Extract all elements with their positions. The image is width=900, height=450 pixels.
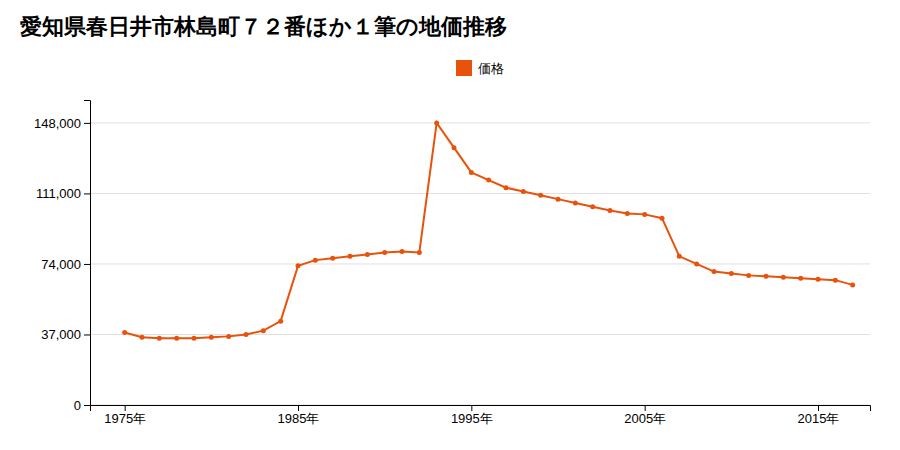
y-tick: 74,000	[41, 257, 90, 272]
grid-line	[90, 193, 870, 194]
point	[122, 330, 127, 335]
point	[590, 204, 595, 209]
x-tick-mark	[645, 405, 646, 411]
y-tick-label: 37,000	[41, 327, 81, 342]
point	[764, 274, 769, 279]
point	[746, 273, 751, 278]
point	[400, 249, 405, 254]
point	[313, 258, 318, 263]
x-tick: 1975年	[104, 405, 146, 426]
y-tick-mark	[84, 193, 90, 194]
x-tick: 2005年	[624, 405, 666, 426]
y-tick-label: 148,000	[34, 116, 81, 131]
point	[712, 269, 717, 274]
y-tick-mark	[84, 405, 90, 406]
y-tick-label: 111,000	[36, 186, 81, 201]
legend: 価格	[456, 60, 504, 76]
marks	[122, 120, 855, 340]
x-tick: 1995年	[451, 405, 493, 426]
legend-item: 価格	[456, 60, 504, 76]
point	[816, 277, 821, 282]
legend-swatch	[456, 60, 472, 76]
point	[781, 275, 786, 280]
x-tick-mark	[298, 405, 299, 411]
line	[125, 123, 853, 338]
y-axis: 0 37,000 74,000 111,000 148,000	[34, 101, 91, 413]
y-tick-label: 74,000	[41, 257, 81, 272]
point	[174, 336, 179, 341]
point	[798, 276, 803, 281]
x-tick: 1985年	[278, 405, 320, 426]
point	[382, 250, 387, 255]
x-tick: 2015年	[798, 405, 840, 426]
y-tick: 37,000	[41, 327, 90, 342]
point	[573, 200, 578, 205]
grid-line	[90, 263, 870, 264]
x-tick-label: 1995年	[451, 411, 493, 426]
point	[278, 319, 283, 324]
point	[677, 254, 682, 259]
y-tick-mark	[84, 334, 90, 335]
y-tick-mark	[84, 264, 90, 265]
y-tick: 0	[74, 398, 90, 413]
point	[469, 170, 474, 175]
chart: 愛知県春日井市林島町７２番ほか１筆の地価推移 1975年 1985年 1995年 200…	[0, 0, 900, 450]
y-tick-label: 0	[74, 398, 81, 413]
x-axis: 1975年 1985年 1995年 2005年 2015年	[91, 405, 871, 426]
x-tick-mark	[471, 405, 472, 411]
legend-label: 価格	[478, 61, 504, 76]
x-tick-mark	[818, 405, 819, 411]
point	[192, 336, 197, 341]
y-tick: 111,000	[36, 186, 90, 201]
point	[348, 254, 353, 259]
point	[694, 261, 699, 266]
title: 愛知県春日井市林島町７２番ほか１筆の地価推移	[20, 14, 507, 39]
x-tick-label: 2005年	[624, 411, 666, 426]
point	[417, 250, 422, 255]
point	[608, 208, 613, 213]
point	[833, 278, 838, 283]
point	[261, 328, 266, 333]
point	[625, 211, 630, 216]
x-tick-label: 2015年	[798, 411, 840, 426]
y-axis-line	[84, 101, 91, 406]
point	[452, 145, 457, 150]
grid-line	[90, 122, 870, 123]
point	[157, 336, 162, 341]
point	[521, 189, 526, 194]
point	[660, 216, 665, 221]
grid	[90, 123, 870, 405]
point	[296, 263, 301, 268]
x-tick-label: 1975年	[104, 411, 146, 426]
y-tick: 148,000	[34, 116, 90, 131]
x-axis-line	[91, 406, 871, 412]
y-tick-mark	[84, 123, 90, 124]
point	[330, 256, 335, 261]
grid-line	[90, 334, 870, 335]
x-tick-mark	[125, 405, 126, 411]
point	[504, 185, 509, 190]
point	[244, 332, 249, 337]
point	[538, 193, 543, 198]
point	[365, 252, 370, 257]
point	[140, 335, 145, 340]
point	[209, 335, 214, 340]
point	[850, 282, 855, 287]
point	[226, 334, 231, 339]
plot: 1975年 1985年 1995年 2005年 2015年 0 37,000 74,000 11…	[34, 101, 871, 427]
point	[434, 120, 439, 125]
point	[486, 178, 491, 183]
point	[556, 197, 561, 202]
point	[729, 271, 734, 276]
point	[642, 212, 647, 217]
x-tick-label: 1985年	[278, 411, 320, 426]
